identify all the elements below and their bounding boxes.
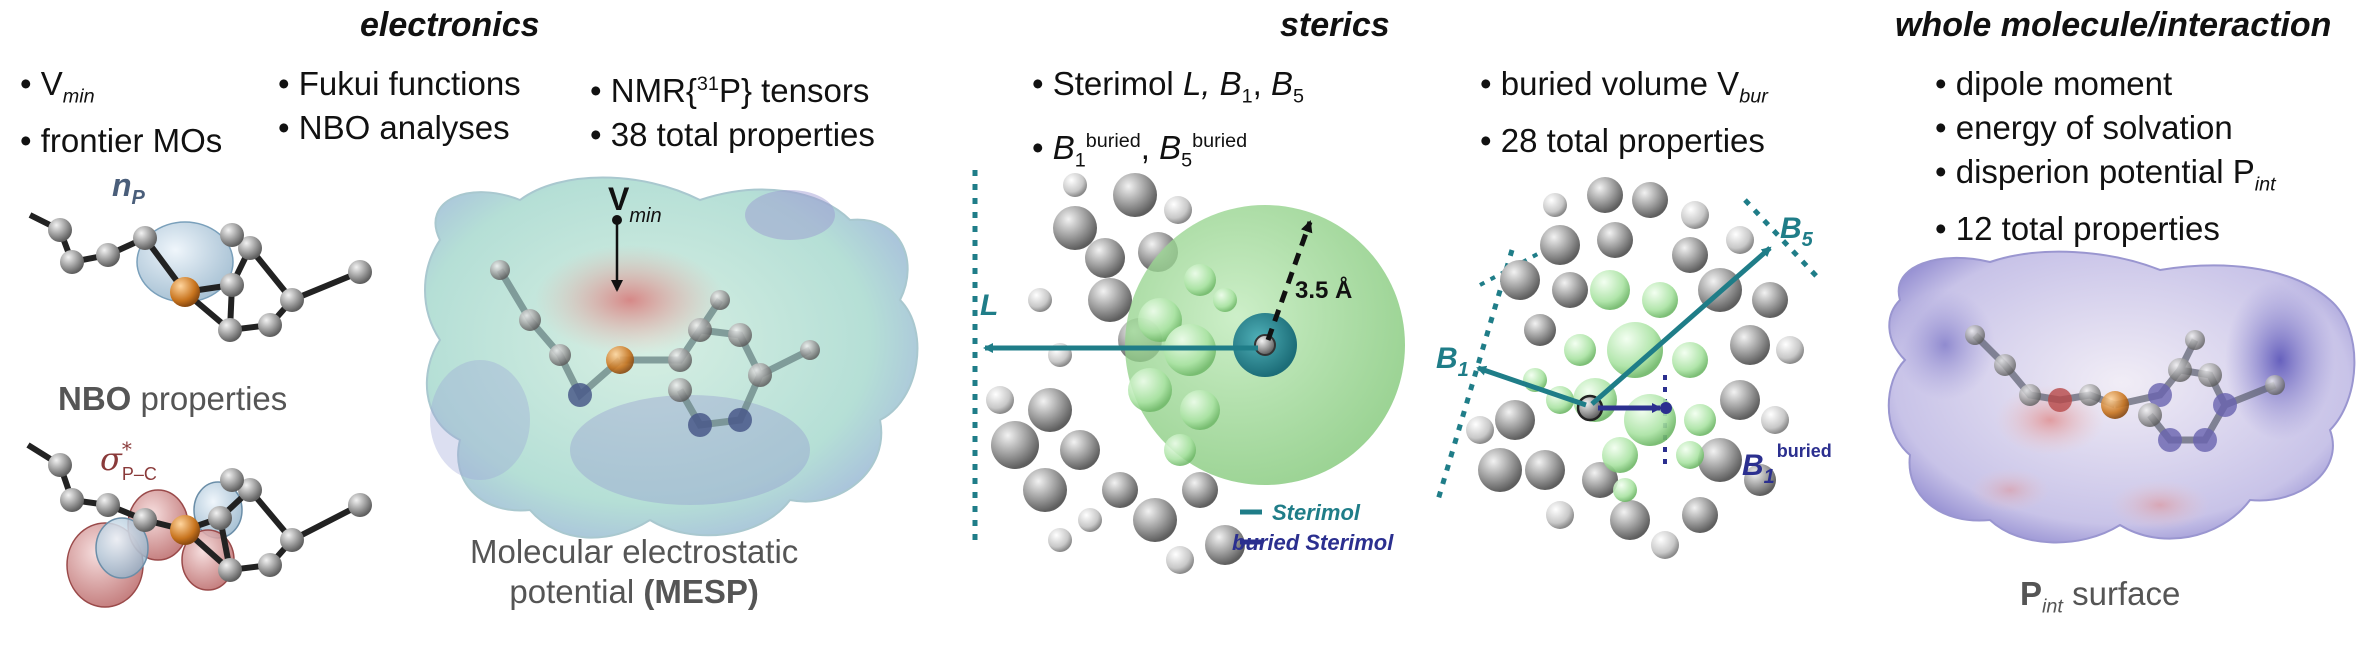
pint-caption: Pint surface	[2020, 575, 2181, 618]
radius-arrow	[1265, 220, 1313, 341]
bullet-buried-volume: buried volume Vbur	[1480, 62, 1768, 119]
electronics-col3: NMR{31P} tensors 38 total properties	[590, 62, 875, 157]
bullet-fukui: Fukui functions	[278, 62, 521, 106]
mesp-caption-line1: Molecular electrostatic	[470, 533, 799, 570]
B1-plane-line	[1435, 249, 1515, 501]
phosphorus-atom-top	[170, 277, 200, 307]
sigma-star-label: σ* P–C	[100, 437, 157, 484]
bullet-frontier-mos: frontier MOs	[20, 119, 223, 163]
sterics-col2: buried volume Vbur 28 total properties	[1480, 62, 1768, 163]
nbo-molecule-top	[28, 212, 372, 342]
np-label: nP	[112, 167, 146, 209]
bullet-vmin: Vmin	[20, 62, 222, 119]
sterics-legend	[1240, 509, 1262, 545]
radius-label: 3.5 Å	[1295, 276, 1352, 304]
bullet-dipole: dipole moment	[1935, 62, 2276, 106]
nbo-caption: NBO properties	[58, 380, 288, 417]
bullet-buried-sterimol: B1buried, B5buried	[1032, 119, 1304, 183]
legend-sterimol-label: Sterimol	[1272, 500, 1361, 525]
electronics-title: electronics	[360, 6, 540, 44]
mesp-caption: Molecular electrostatic potential (MESP)	[470, 532, 798, 612]
bullet-dispersion: disperion potential Pint	[1935, 150, 2276, 207]
electronics-col1: Vmin frontier MOs	[20, 62, 223, 163]
nbo-top-atoms	[48, 218, 372, 342]
whole-molecule-title: whole molecule/interaction	[1895, 6, 2332, 44]
bullet-28-total: 28 total properties	[1480, 119, 1768, 163]
B5-label: B5	[1780, 212, 1814, 251]
electronics-col2: Fukui functions NBO analyses	[278, 62, 521, 150]
bullet-solvation: energy of solvation	[1935, 106, 2276, 150]
vmin-label: Vmin	[608, 181, 662, 227]
B5-plane-line	[1743, 198, 1822, 282]
legend-buried-label: buried Sterimol	[1232, 530, 1394, 555]
sterics-col1: Sterimol L, B1, B5 B1buried, B5buried	[1032, 62, 1304, 182]
vmin-pointer	[611, 215, 623, 292]
buried-sterimol-figure	[1435, 177, 1822, 559]
B1-buried-label: B1buried	[1742, 441, 1832, 488]
bullet-38-total: 38 total properties	[590, 113, 875, 157]
nbo-molecule-bottom	[26, 442, 372, 608]
whole-col: dipole moment energy of solvation disper…	[1935, 62, 2276, 251]
mesp-caption-line2: potential (MESP)	[509, 573, 759, 610]
L-label: L	[980, 289, 998, 322]
bullet-nmr: NMR{31P} tensors	[590, 62, 875, 113]
B1-label: B1	[1436, 342, 1469, 381]
pint-surface	[1887, 250, 2356, 544]
B5-arrow	[1590, 246, 1772, 406]
bullet-sterimol: Sterimol L, B1, B5	[1032, 62, 1304, 119]
sterimol-figure	[972, 170, 1405, 574]
bullet-12-total: 12 total properties	[1935, 207, 2276, 251]
sterics-title: sterics	[1280, 6, 1390, 44]
B1-arrow	[1476, 365, 1587, 408]
mesp-surface	[424, 176, 919, 539]
bullet-nbo: NBO analyses	[278, 106, 521, 150]
